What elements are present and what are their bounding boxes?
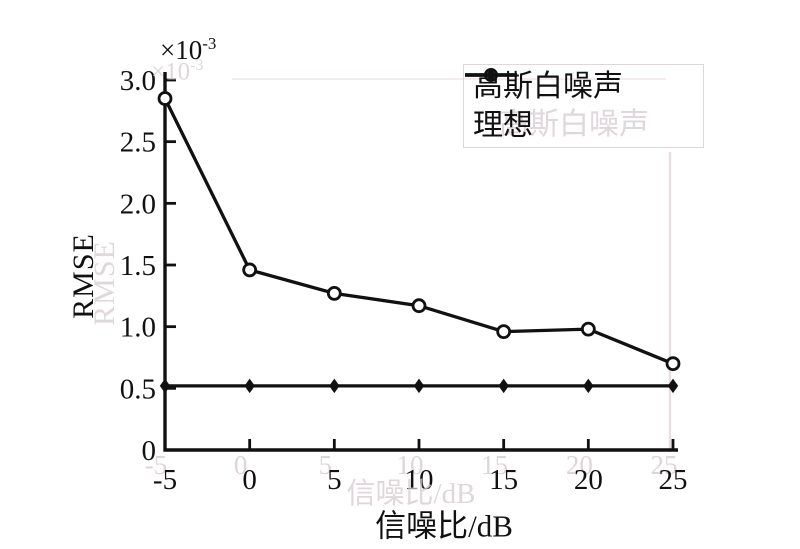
marker-diamond [583, 378, 594, 394]
marker-circle [496, 324, 512, 340]
x-tick-label-ghost: -5 [145, 450, 168, 480]
x-tick-label-ghost: 0 [234, 450, 248, 480]
x-tick-label: 0 [242, 464, 257, 496]
y-tick-label: 2.5 [120, 127, 156, 159]
marker-diamond [244, 378, 255, 394]
legend-item-ideal: 理想 [465, 68, 703, 145]
legend-ghost-text: 高斯白噪声 [499, 108, 649, 141]
marker-diamond [667, 378, 679, 394]
line-diamond-marker-icon [465, 68, 517, 82]
x-tick-label: 15 [489, 464, 518, 496]
y-axis-label: RMSE [67, 233, 100, 319]
x-tick-label-ghost: 5 [319, 450, 333, 480]
y-tick-label: 0.5 [120, 373, 156, 405]
axes-spines [163, 72, 678, 452]
x-tick-label-ghost: 20 [566, 450, 593, 480]
y-axis-multiplier: ×10-3 [160, 34, 217, 65]
x-axis-label-ghost: 信噪比/dB [346, 478, 476, 510]
legend-label-ideal: 理想 [473, 108, 533, 142]
x-tick-label: 10 [405, 464, 434, 496]
marker-diamond [329, 378, 340, 394]
y-axis-multiplier-ghost: ×10-3 [151, 57, 204, 86]
marker-diamond [159, 378, 171, 394]
x-tick-label: 25 [659, 464, 688, 496]
marker-diamond [498, 378, 509, 394]
y-tick-label: 0 [142, 435, 157, 467]
marker-circle [665, 356, 681, 372]
marker-circle [326, 285, 342, 301]
x-axis-label: 信噪比/dB [375, 508, 513, 544]
marker-diamond [413, 378, 425, 394]
x-tick-label-ghost: 25 [651, 450, 678, 480]
marker-circle [157, 91, 173, 106]
x-tick-label-ghost: 10 [397, 450, 424, 480]
y-tick-label: 2.0 [120, 188, 156, 220]
marker-circle [242, 262, 258, 278]
marker-circle [411, 298, 427, 314]
y-tick-label: 1.0 [120, 312, 156, 344]
legend: 高斯白噪声 理想 [463, 64, 704, 148]
x-tick-label: 20 [574, 464, 603, 496]
x-tick-label: 5 [327, 464, 342, 496]
marker-circle [580, 321, 596, 337]
y-tick-label: 3.0 [120, 65, 156, 97]
x-tick-label: -5 [153, 464, 177, 496]
y-tick-label: 1.5 [120, 250, 156, 282]
x-tick-label-ghost: 15 [481, 450, 508, 480]
